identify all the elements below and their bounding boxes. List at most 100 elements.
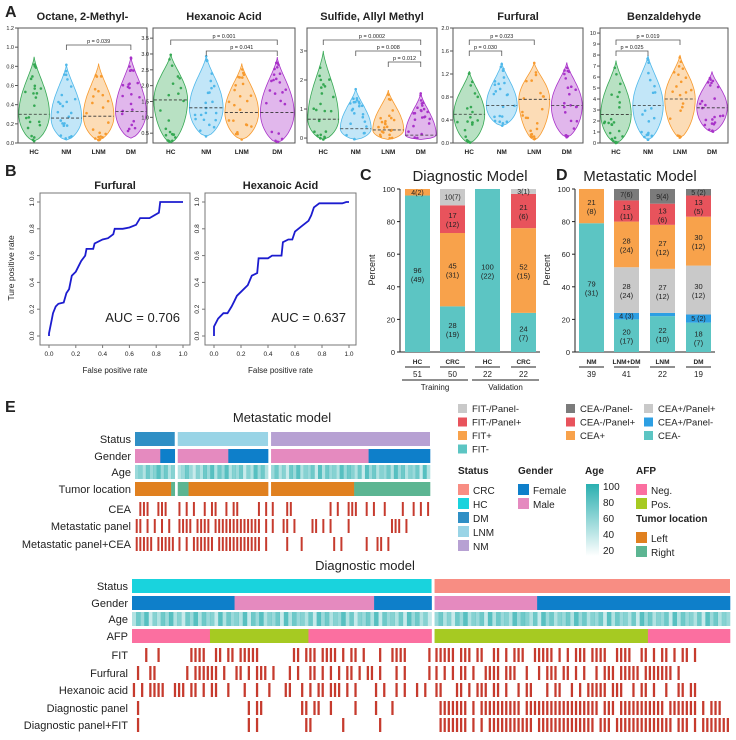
age-cell: [408, 465, 413, 479]
age-cell: [195, 465, 200, 479]
p-value-label: p = 0.030: [474, 45, 497, 51]
age-cell: [140, 612, 145, 626]
row-label: Hexanoic acid: [59, 685, 128, 697]
data-point: [525, 79, 528, 83]
age-cell: [652, 612, 657, 626]
data-point: [385, 125, 389, 129]
positive-mark: [296, 648, 300, 662]
positive-mark: [624, 648, 627, 662]
data-point: [284, 88, 288, 91]
positive-mark: [459, 701, 463, 715]
data-point: [608, 131, 612, 135]
positive-mark: [292, 648, 296, 662]
auc-label: AUC = 0.706: [105, 310, 180, 325]
positive-mark: [231, 648, 234, 662]
data-point: [711, 129, 714, 132]
data-point: [31, 75, 34, 78]
data-point: [563, 111, 567, 114]
data-point: [465, 107, 469, 110]
age-cell: [349, 612, 354, 626]
age-cell: [709, 612, 714, 626]
segment-count-label: (17): [620, 337, 634, 346]
data-point: [210, 72, 214, 75]
positive-mark: [329, 701, 333, 715]
positive-mark: [236, 519, 239, 533]
data-point: [64, 69, 68, 73]
data-point: [469, 115, 472, 119]
data-point: [67, 115, 71, 119]
data-point: [653, 84, 656, 88]
segment-count-label: (6): [658, 215, 668, 224]
data-point: [26, 126, 30, 130]
age-cell: [406, 612, 412, 626]
positive-mark: [202, 666, 205, 680]
sample-size-label: 22: [483, 370, 492, 379]
data-point: [241, 68, 244, 71]
age-cell: [275, 612, 281, 626]
data-point: [242, 73, 246, 77]
age-cell: [524, 612, 530, 626]
data-point: [540, 107, 544, 111]
data-point: [38, 123, 42, 127]
chart-title: Metastatic Model: [583, 168, 696, 185]
data-point: [316, 134, 319, 137]
positive-mark: [315, 519, 318, 533]
positive-mark: [223, 666, 226, 680]
data-point: [569, 119, 573, 123]
legend-title: Tumor location: [636, 514, 707, 525]
positive-mark: [455, 683, 459, 697]
data-point: [390, 136, 394, 140]
positive-mark: [243, 648, 246, 662]
positive-mark: [603, 701, 606, 715]
age-cell: [218, 612, 223, 626]
row-label: Metastatic panel: [51, 521, 131, 533]
age-cell: [235, 465, 240, 479]
age-cell: [615, 612, 620, 626]
data-point: [498, 87, 502, 91]
stacked-segment: [511, 312, 536, 352]
positive-mark: [347, 519, 350, 533]
data-point: [464, 135, 468, 138]
age-cell: [142, 465, 147, 479]
data-point: [277, 132, 281, 135]
data-point: [363, 131, 366, 135]
category-label: HC: [413, 359, 423, 366]
data-point: [279, 99, 282, 103]
age-cell: [639, 612, 645, 626]
data-point: [419, 94, 422, 97]
positive-mark: [247, 718, 250, 732]
age-cell: [189, 612, 194, 626]
y-tick-label: 0.4: [194, 278, 201, 287]
legend-swatch: [518, 498, 529, 509]
positive-mark: [607, 718, 610, 732]
annotation-run: [271, 449, 369, 463]
data-point: [569, 103, 572, 107]
stacked-segment: [440, 306, 465, 352]
age-cell: [365, 612, 371, 626]
age-cell: [318, 465, 322, 479]
age-cell: [296, 612, 301, 626]
stacked-segment: [440, 233, 465, 307]
row-label: Tumor location: [59, 484, 131, 496]
data-point: [68, 136, 71, 139]
segment-value-label: 7(6): [620, 192, 632, 199]
age-cell: [292, 465, 297, 479]
annotation-run: [135, 449, 161, 463]
age-cell: [193, 612, 198, 626]
age-cell: [446, 612, 452, 626]
data-point: [312, 107, 316, 111]
positive-mark: [236, 537, 239, 551]
data-point: [618, 90, 621, 94]
data-point: [422, 107, 426, 111]
positive-mark: [427, 502, 430, 516]
y-tick-label: 0.5: [141, 131, 149, 137]
data-point: [679, 109, 682, 112]
segment-value-label: 96: [413, 266, 421, 275]
positive-mark: [435, 683, 438, 697]
data-point: [703, 123, 707, 127]
data-point: [365, 125, 368, 128]
positive-mark: [190, 648, 193, 662]
x-tick-label: 0.8: [317, 351, 326, 358]
segment-value-label: 24: [519, 324, 527, 333]
positive-mark: [141, 683, 144, 697]
